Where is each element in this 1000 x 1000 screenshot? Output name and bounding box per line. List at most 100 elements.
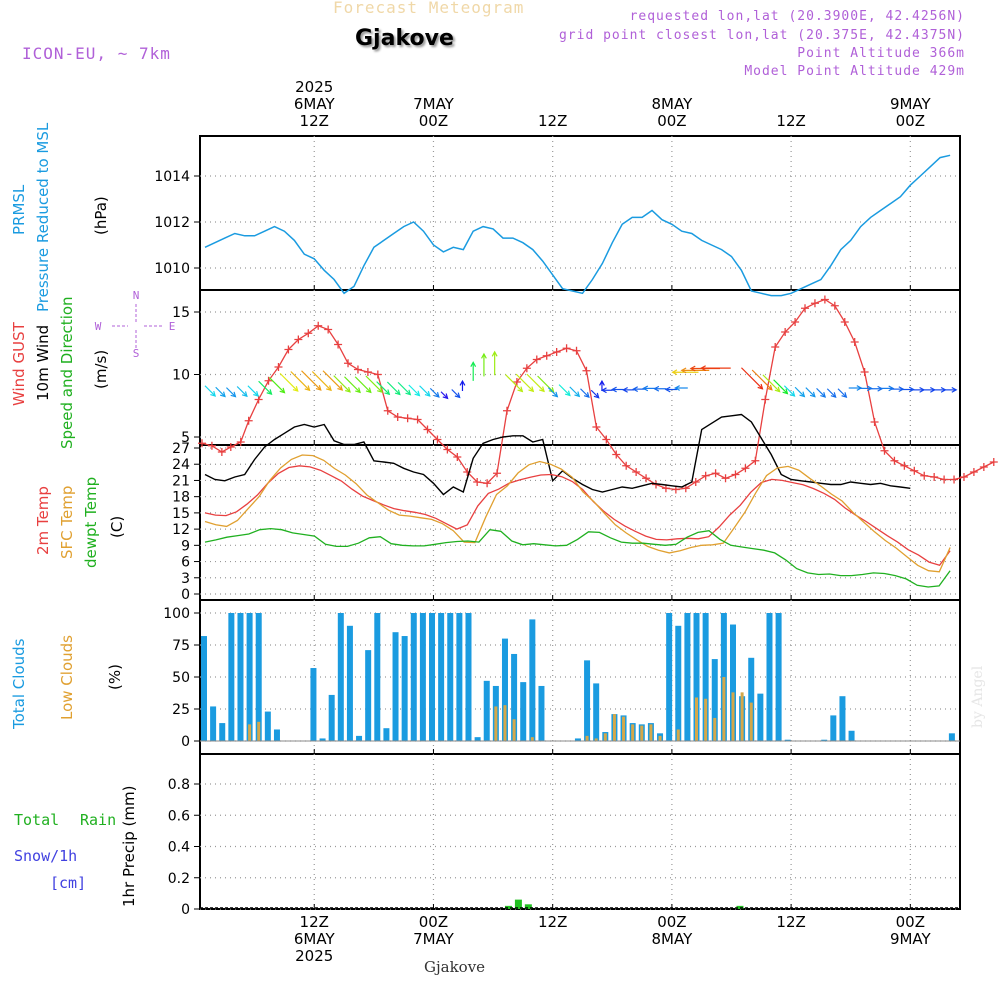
low-cloud-bar	[631, 724, 635, 741]
total-cloud-bar	[520, 682, 527, 741]
wind-arrow-head	[442, 393, 449, 400]
wind-arrow-head	[230, 391, 237, 398]
wind-gust-marker	[761, 395, 770, 404]
wind-gust-marker	[502, 406, 511, 415]
wind-direction-arrow	[376, 381, 390, 395]
wind-gust-marker	[900, 461, 909, 470]
wind-arrow-head	[622, 386, 628, 393]
wind-10m-line	[204, 413, 911, 496]
wind-gust-marker	[363, 368, 372, 376]
low-cloud-bar	[731, 692, 735, 741]
model-altitude: Model Point Altitude 429m	[744, 64, 965, 79]
time-label-line: 00Z	[895, 112, 925, 130]
total-cloud-bar	[392, 632, 399, 741]
wind-direction-arrow	[429, 387, 440, 398]
time-label: 9MAY 00Z	[870, 96, 950, 130]
total-cloud-bar	[246, 613, 253, 741]
wind-gust-marker	[582, 366, 591, 375]
low-cloud-bar	[640, 725, 644, 741]
y-tick-label: 18	[172, 490, 190, 506]
wind-arrow-head	[841, 392, 848, 399]
wind-direction-arrow	[226, 387, 236, 398]
wind-gust-marker	[334, 340, 343, 349]
time-label: 00Z 7MAY	[393, 914, 473, 948]
wind-gust-marker	[632, 468, 641, 476]
total-cloud-bar	[766, 613, 773, 741]
wind-direction-arrow	[344, 376, 361, 393]
wind-direction-arrow	[580, 388, 590, 398]
total-cloud-bar	[401, 636, 408, 741]
total-cloud-bar	[456, 613, 463, 741]
wind-arrow-head	[266, 389, 273, 396]
wind-gust-marker	[969, 468, 978, 476]
low-cloud-bar	[494, 706, 498, 741]
low-cloud-bar	[658, 735, 662, 741]
wind-gust-marker	[254, 395, 263, 404]
time-label-line: 8MAY	[651, 95, 693, 113]
wind-arrow-head	[888, 385, 895, 392]
wind-arrow-head	[539, 386, 545, 393]
time-label-line: 00Z	[657, 913, 687, 931]
precip-unit-label: [cm]	[50, 874, 87, 892]
wind-gust-marker	[383, 406, 392, 415]
y-tick-label: 3	[181, 571, 190, 587]
wind-direction-arrow	[386, 381, 401, 395]
wind-direction-arrow	[365, 375, 383, 393]
wind-arrow-head	[424, 390, 431, 397]
low-cloud-bar	[622, 716, 626, 741]
total-cloud-bar	[328, 694, 335, 741]
wind-direction-arrow	[204, 385, 216, 397]
precip-total-label: Total	[14, 811, 60, 829]
low-cloud-bar	[740, 692, 744, 741]
time-label-line: 8MAY	[651, 930, 693, 948]
wind-arrow-head	[304, 385, 311, 392]
precip-rain-label: Rain	[80, 811, 117, 829]
wind-arrow-head	[766, 384, 773, 391]
panel-frame	[199, 289, 961, 446]
total-cloud-bar	[255, 613, 262, 741]
total-cloud-bar	[383, 728, 390, 741]
wind-gust-marker	[522, 364, 531, 373]
rain-bar	[524, 904, 532, 909]
wind-gust-marker	[989, 458, 998, 466]
time-label: 12Z	[513, 914, 593, 931]
time-label: 7MAY 00Z	[393, 96, 473, 130]
wind-gust-marker	[572, 346, 581, 355]
wind-gust-marker	[920, 471, 929, 480]
wind-arrow-head	[433, 392, 440, 398]
time-label-line: 12Z	[537, 112, 568, 130]
wind-direction-arrow	[537, 375, 555, 393]
time-label-line: 12Z	[776, 913, 806, 931]
wind-gust-marker	[810, 299, 819, 308]
wind-arrow-head	[600, 387, 607, 394]
y-tick-label: 75	[172, 638, 190, 654]
y-tick-label: 0.6	[168, 808, 190, 824]
wind-gust-marker	[197, 439, 206, 448]
time-label-line: 9MAY	[889, 930, 931, 948]
y-tick-label: 12	[172, 522, 190, 538]
time-label: 12Z	[751, 914, 831, 931]
wind-arrow-head	[384, 389, 391, 396]
total-cloud-bar	[346, 625, 353, 741]
wind-direction-arrow	[333, 375, 351, 393]
y-tick-label: 27	[172, 441, 190, 457]
wind-gust-marker	[950, 475, 959, 484]
time-label-line: 9MAY	[889, 95, 931, 113]
wind-direction-arrow	[311, 371, 332, 391]
low-cloud-bar	[704, 698, 708, 741]
compass-lines	[112, 304, 162, 349]
low-cloud-bar	[649, 724, 653, 741]
wind-gust-marker	[592, 423, 601, 431]
y-tick-label: 15	[172, 305, 190, 321]
y-tick-label: 0.2	[168, 871, 190, 887]
wind-gust-marker	[542, 351, 551, 360]
low-cloud-bar	[612, 714, 616, 741]
total-cloud-bar	[948, 733, 955, 741]
wind-direction-arrow	[826, 388, 837, 398]
low-cloud-bar	[676, 729, 680, 741]
wind-arrow-head	[365, 387, 372, 394]
y-tick-label: 9	[181, 538, 190, 554]
total-cloud-bar	[574, 738, 581, 741]
wind-gust-marker	[781, 328, 790, 336]
wind-arrow-head	[830, 392, 837, 399]
